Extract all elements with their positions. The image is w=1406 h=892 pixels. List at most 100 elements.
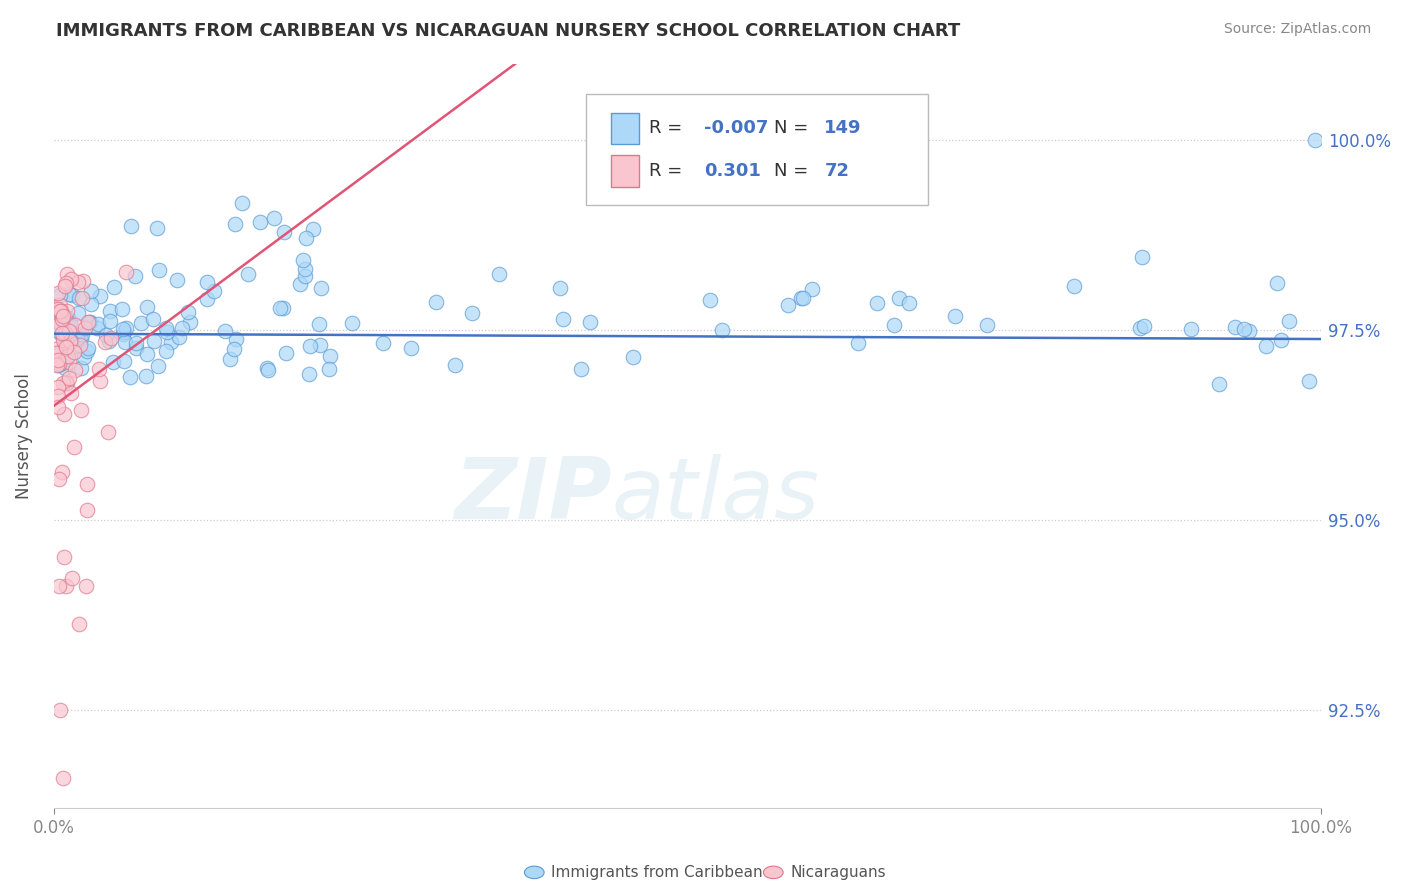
Point [76,502,98,516]
Point [301,221,323,235]
Point [548,281,571,295]
Point [125,335,148,350]
Point [51,356,73,370]
Point [976,318,998,332]
Point [72,274,94,288]
Point [56,267,79,281]
FancyBboxPatch shape [586,94,928,205]
Point [75,579,97,593]
Point [156,325,179,339]
Point [56,349,79,363]
Point [846,336,869,351]
Point [73,320,96,334]
Point [48,472,70,486]
Point [67,617,90,632]
Point [73,350,96,364]
Text: -0.007: -0.007 [704,120,768,137]
Point [53,549,76,564]
Point [219,352,242,367]
Point [53,407,76,421]
Point [399,341,422,355]
Point [89,374,111,388]
Point [51,326,73,341]
Point [319,349,342,363]
Point [52,309,75,323]
Point [76,477,98,491]
Point [444,358,467,372]
Text: Immigrants from Caribbean: Immigrants from Caribbean [551,865,763,880]
Point [52,771,75,785]
Point [89,289,111,303]
Point [179,315,201,329]
Point [48,703,70,717]
Point [45,302,67,317]
Point [1277,313,1299,327]
Point [112,354,135,368]
Y-axis label: Nursery School: Nursery School [15,374,32,500]
Bar [612,155,640,186]
Point [55,340,77,354]
Point [60,385,83,400]
Point [45,346,67,360]
Point [77,315,100,329]
Point [97,425,120,439]
Point [48,320,70,334]
Point [897,296,920,310]
Point [63,345,86,359]
Point [55,277,77,291]
Point [124,268,146,283]
Point [80,297,103,311]
Text: N =: N = [773,120,814,137]
Point [1239,324,1261,338]
Point [100,331,122,345]
Point [59,334,82,349]
Text: Nicaraguans: Nicaraguans [790,865,886,880]
Point [97,334,120,349]
Point [46,400,69,414]
Point [66,306,89,320]
Point [55,350,77,364]
Point [59,342,82,356]
Point [46,380,69,394]
Point [55,303,77,318]
Point [52,330,75,344]
Point [67,275,90,289]
Point [111,301,134,316]
Point [142,312,165,326]
Point [51,312,73,326]
Text: 72: 72 [824,162,849,180]
Point [225,333,247,347]
Point [699,293,721,307]
Point [136,347,159,361]
Point [46,352,69,367]
Point [792,291,814,305]
Point [224,217,246,231]
Point [1133,318,1156,333]
Point [45,318,67,333]
Point [214,324,236,338]
Point [177,305,200,319]
Point [65,318,87,332]
Point [59,316,82,330]
Point [136,300,159,314]
Point [711,323,734,337]
Point [67,291,90,305]
Point [172,321,194,335]
Point [53,338,76,352]
Point [52,376,75,390]
Point [883,318,905,332]
Point [52,323,75,337]
Point [60,272,83,286]
Point [112,321,135,335]
Point [55,376,77,390]
Point [145,220,167,235]
Point [46,355,69,369]
Point [46,315,69,329]
Point [70,360,93,375]
Point [115,265,138,279]
Point [46,389,69,403]
Point [460,306,482,320]
Point [269,301,291,315]
Point [551,312,574,326]
Point [55,579,77,593]
